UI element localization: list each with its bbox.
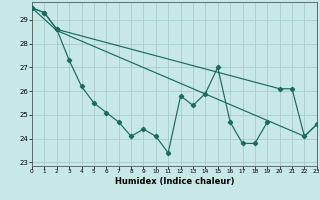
X-axis label: Humidex (Indice chaleur): Humidex (Indice chaleur): [115, 177, 234, 186]
